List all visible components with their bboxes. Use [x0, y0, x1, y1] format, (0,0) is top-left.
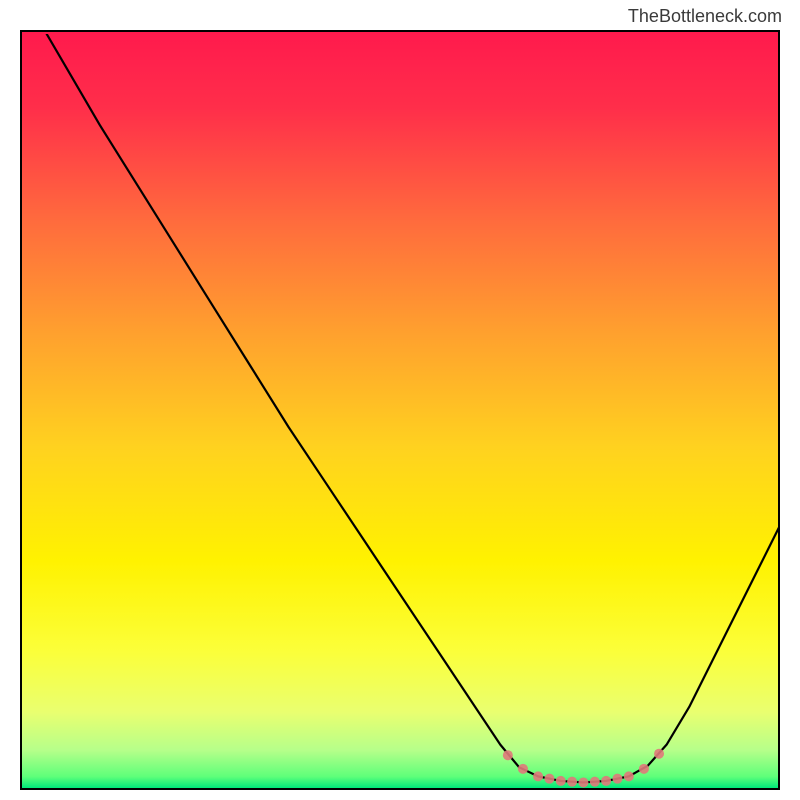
plot-area	[20, 30, 780, 790]
valley-marker	[639, 764, 649, 774]
valley-marker	[590, 777, 600, 787]
valley-marker	[556, 776, 566, 786]
valley-markers-group	[503, 749, 664, 788]
chart-container: TheBottleneck.com	[0, 0, 800, 800]
valley-marker	[601, 776, 611, 786]
chart-svg-overlay	[24, 34, 780, 790]
bottleneck-curve	[47, 34, 780, 782]
valley-marker	[503, 750, 513, 760]
valley-marker	[567, 777, 577, 787]
valley-marker	[612, 774, 622, 784]
valley-marker	[544, 774, 554, 784]
valley-marker	[533, 771, 543, 781]
valley-marker	[578, 777, 588, 787]
valley-marker	[624, 771, 634, 781]
valley-marker	[518, 764, 528, 774]
watermark-text: TheBottleneck.com	[628, 6, 782, 27]
valley-marker	[654, 749, 664, 759]
